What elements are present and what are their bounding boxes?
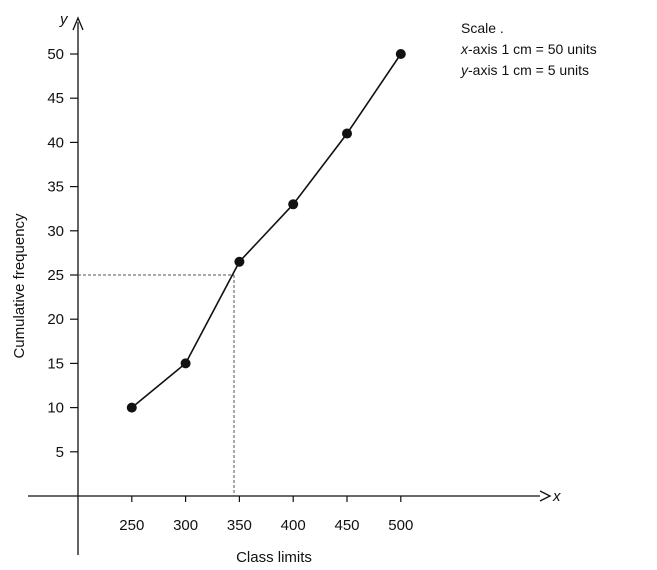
- scale-x-letter: x: [461, 41, 468, 57]
- data-point: [395, 49, 406, 59]
- x-tick-label: 350: [227, 517, 252, 534]
- tick-labels: 5 10 15 20 25 30 35 40 45 50 250 300 350 400 450 500 Cla…: [11, 11, 561, 566]
- y-tick-label: 10: [47, 400, 64, 417]
- data-point: [234, 256, 245, 267]
- scale-x-line: x-axis 1 cm = 50 units: [461, 39, 597, 60]
- y-tick-label: 5: [56, 444, 64, 461]
- axes: [28, 16, 552, 555]
- y-tick-label: 30: [47, 223, 64, 240]
- scale-note: Scale . x-axis 1 cm = 50 units y-axis 1 …: [461, 18, 597, 81]
- scale-x-text: -axis 1 cm = 50 units: [468, 41, 597, 57]
- y-tick-label: 50: [47, 46, 64, 63]
- y-axis-arrow-icon: [72, 16, 84, 31]
- scale-y-line: y-axis 1 cm = 5 units: [461, 60, 597, 81]
- x-tick-label: 400: [281, 517, 306, 534]
- scale-y-text: -axis 1 cm = 5 units: [468, 62, 589, 78]
- y-tick-label: 35: [47, 179, 64, 196]
- y-tick-label: 20: [47, 311, 64, 328]
- y-tick-label: 15: [47, 355, 64, 372]
- y-tick-label: 25: [47, 267, 64, 284]
- scale-y-letter: y: [461, 62, 468, 78]
- x-tick-label: 500: [388, 517, 413, 534]
- x-tick-label: 300: [173, 517, 198, 534]
- x-axis-letter: x: [552, 488, 561, 505]
- x-axis-title: Class limits: [236, 549, 312, 566]
- y-axis-letter: y: [59, 11, 69, 28]
- data-point: [288, 199, 299, 210]
- ogive-line: [131, 53, 402, 409]
- data-points: [126, 49, 406, 413]
- y-tick-label: 45: [47, 90, 64, 107]
- scale-heading: Scale .: [461, 20, 504, 36]
- y-axis-title: Cumulative frequency: [11, 213, 28, 359]
- x-tick-label: 450: [334, 517, 359, 534]
- x-axis-arrow-icon: [539, 490, 552, 502]
- data-point: [342, 128, 352, 139]
- data-point: [126, 402, 137, 413]
- data-point: [180, 358, 191, 369]
- series-line: [131, 53, 402, 409]
- x-tick-label: 250: [119, 517, 144, 534]
- y-tick-label: 40: [47, 134, 64, 151]
- median-guides: [78, 274, 235, 496]
